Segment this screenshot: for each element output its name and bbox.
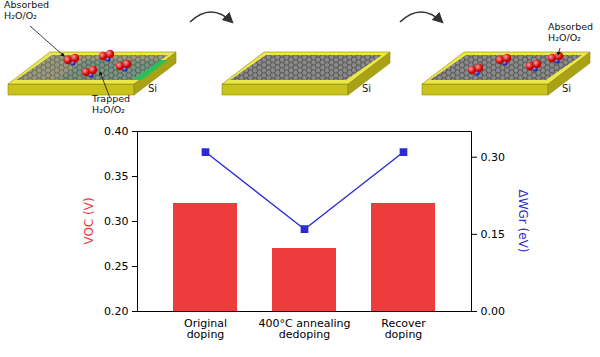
svg-text:ΔWGr (eV): ΔWGr (eV) [516,189,530,252]
svg-text:Originaldoping: Originaldoping [184,317,227,341]
svg-text:400°C annealingdedoping: 400°C annealingdedoping [259,317,351,341]
svg-text:Recoverdoping: Recoverdoping [381,317,426,341]
svg-text:TrappedH₂O/O₂: TrappedH₂O/O₂ [91,93,130,115]
svg-text:Si: Si [148,83,157,94]
svg-text:0.25: 0.25 [104,260,129,273]
svg-text:VOC (V): VOC (V) [82,197,96,244]
svg-text:Si: Si [562,83,571,94]
svg-text:0.30: 0.30 [481,151,506,164]
svg-text:AbsorbedH₂O/O₂: AbsorbedH₂O/O₂ [548,21,593,43]
svg-text:0.15: 0.15 [481,228,506,241]
svg-text:0.30: 0.30 [104,215,129,228]
svg-text:0.40: 0.40 [104,125,129,138]
svg-text:0.20: 0.20 [104,305,129,318]
svg-text:0.00: 0.00 [481,305,506,318]
svg-text:AbsorbedH₂O/O₂: AbsorbedH₂O/O₂ [4,0,49,21]
svg-text:Si: Si [362,83,371,94]
svg-text:0.35: 0.35 [104,170,129,183]
